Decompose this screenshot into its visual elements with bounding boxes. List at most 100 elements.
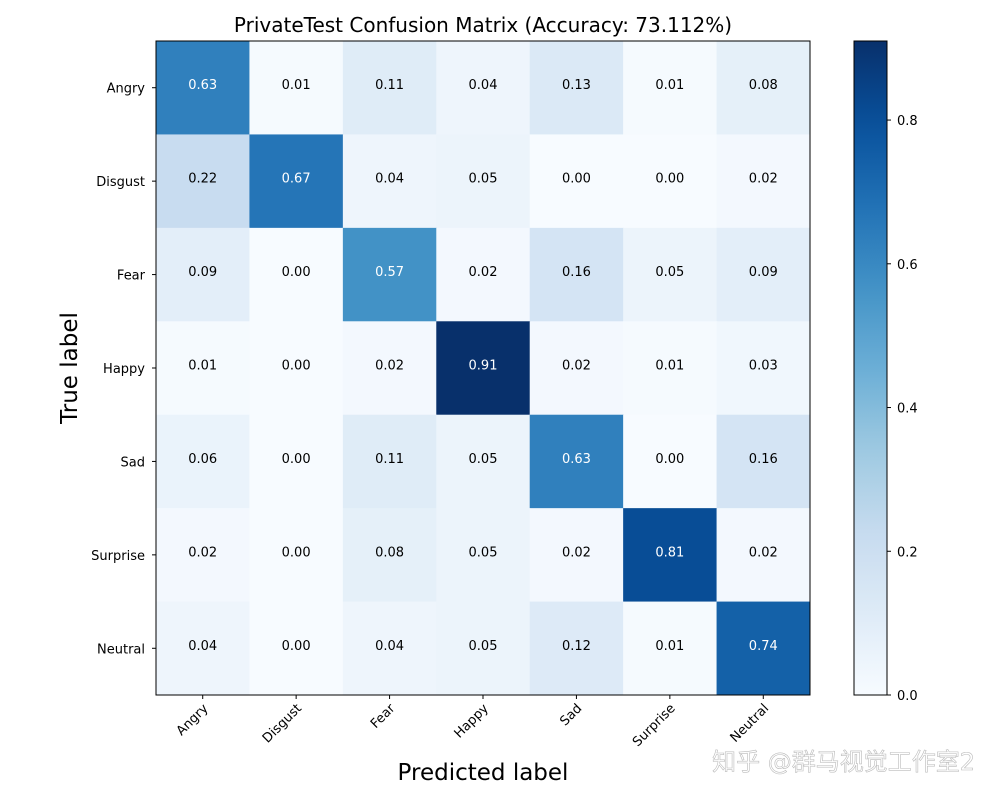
cell-value-label: 0.12 bbox=[562, 639, 591, 654]
heatmap-cell bbox=[156, 508, 250, 603]
colorbar-tick-label: 0.4 bbox=[897, 402, 918, 417]
heatmap-cell bbox=[249, 601, 344, 696]
heatmap-cell bbox=[623, 134, 718, 229]
heatmap-cell bbox=[436, 508, 531, 603]
heatmap-cell bbox=[716, 601, 811, 696]
heatmap-cell bbox=[436, 601, 531, 696]
heatmap-cell bbox=[529, 414, 624, 509]
heatmap-cell bbox=[249, 508, 344, 603]
cell-value-label: 0.81 bbox=[655, 545, 684, 560]
y-tick-label: Angry bbox=[107, 82, 146, 97]
colorbar bbox=[853, 40, 888, 696]
cell-value-label: 0.16 bbox=[562, 265, 591, 280]
cell-value-label: 0.63 bbox=[188, 78, 217, 93]
heatmap-cell bbox=[716, 321, 811, 416]
heatmap-cell bbox=[623, 601, 718, 696]
cell-value-label: 0.01 bbox=[282, 78, 311, 93]
x-tick-label: Surprise bbox=[630, 701, 679, 750]
cell-value-label: 0.01 bbox=[655, 78, 684, 93]
y-tick-label: Fear bbox=[117, 269, 146, 284]
x-tick-label: Neutral bbox=[728, 701, 773, 746]
heatmap-cell bbox=[623, 227, 718, 322]
y-axis-ticks: Angry Disgust Fear Happy Sad Surprise Neutral bbox=[91, 82, 156, 657]
cell-value-label: 0.04 bbox=[375, 639, 404, 654]
heatmap-cell bbox=[249, 134, 344, 229]
watermark-text: 知乎 @群马视觉工作室2 bbox=[712, 748, 975, 776]
heatmap-cell bbox=[436, 227, 531, 322]
cell-value-label: 0.57 bbox=[375, 265, 404, 280]
heatmap-cells bbox=[156, 41, 811, 696]
cell-value-label: 0.67 bbox=[282, 172, 311, 187]
cell-value-label: 0.00 bbox=[655, 172, 684, 187]
x-tick-label: Fear bbox=[368, 701, 399, 732]
cell-value-label: 0.02 bbox=[749, 172, 778, 187]
heatmap-cell bbox=[623, 321, 718, 416]
cell-value-label: 0.00 bbox=[282, 639, 311, 654]
y-tick-label: Surprise bbox=[91, 549, 145, 564]
cell-value-label: 0.09 bbox=[749, 265, 778, 280]
heatmap-cell bbox=[342, 134, 437, 229]
heatmap-cell bbox=[156, 227, 250, 322]
cell-value-label: 0.01 bbox=[188, 359, 217, 374]
cell-value-label: 0.05 bbox=[469, 452, 498, 467]
heatmap-cell bbox=[529, 134, 624, 229]
cell-value-label: 0.02 bbox=[469, 265, 498, 280]
cell-value-label: 0.00 bbox=[282, 359, 311, 374]
cell-value-label: 0.05 bbox=[469, 545, 498, 560]
heatmap-cell bbox=[716, 134, 811, 229]
heatmap-cell bbox=[436, 321, 531, 416]
cell-value-label: 0.05 bbox=[469, 172, 498, 187]
heatmap-cell bbox=[156, 134, 250, 229]
heatmap-cell bbox=[716, 414, 811, 509]
x-tick-label: Angry bbox=[174, 701, 212, 739]
cell-value-label: 0.04 bbox=[469, 78, 498, 93]
colorbar-tick-label: 0.2 bbox=[897, 545, 918, 560]
cell-value-label: 0.05 bbox=[655, 265, 684, 280]
heatmap-cell bbox=[529, 227, 624, 322]
x-axis-ticks: Angry Disgust Fear Happy Sad Surprise Neutral bbox=[174, 695, 772, 750]
heatmap-cell bbox=[249, 227, 344, 322]
cell-value-label: 0.08 bbox=[375, 545, 404, 560]
cell-value-label: 0.08 bbox=[749, 78, 778, 93]
heatmap-cell bbox=[342, 508, 437, 603]
heatmap-cell bbox=[529, 321, 624, 416]
heatmap-cell bbox=[156, 414, 250, 509]
heatmap-cell-labels: 0.63 0.01 0.11 0.04 0.13 0.01 0.08 0.22 0.67 0.04… bbox=[188, 78, 778, 654]
heatmap-cell bbox=[156, 321, 250, 416]
cell-value-label: 0.05 bbox=[469, 639, 498, 654]
heatmap-cell bbox=[436, 414, 531, 509]
cell-value-label: 0.04 bbox=[188, 639, 217, 654]
y-axis-label: True label bbox=[57, 312, 83, 425]
heatmap-cell bbox=[716, 41, 811, 135]
cell-value-label: 0.74 bbox=[749, 639, 778, 654]
cell-value-label: 0.02 bbox=[749, 545, 778, 560]
chart-title: PrivateTest Confusion Matrix (Accuracy: … bbox=[234, 13, 732, 37]
heatmap-cell bbox=[342, 601, 437, 696]
colorbar-tick-label: 0.8 bbox=[897, 114, 918, 129]
heatmap-cell bbox=[342, 41, 437, 135]
cell-value-label: 0.00 bbox=[562, 172, 591, 187]
cell-value-label: 0.02 bbox=[375, 359, 404, 374]
cell-value-label: 0.01 bbox=[655, 639, 684, 654]
cell-value-label: 0.02 bbox=[188, 545, 217, 560]
cell-value-label: 0.06 bbox=[188, 452, 217, 467]
cell-value-label: 0.91 bbox=[469, 359, 498, 374]
cell-value-label: 0.63 bbox=[562, 452, 591, 467]
colorbar-ticks: 0.0 0.2 0.4 0.6 0.8 bbox=[887, 114, 918, 704]
cell-value-label: 0.13 bbox=[562, 78, 591, 93]
heatmap-cell bbox=[342, 414, 437, 509]
x-axis-label: Predicted label bbox=[398, 760, 569, 786]
x-tick-label: Sad bbox=[557, 701, 585, 729]
heatmap-cell bbox=[529, 508, 624, 603]
cell-value-label: 0.00 bbox=[655, 452, 684, 467]
cell-value-label: 0.03 bbox=[749, 359, 778, 374]
y-tick-label: Neutral bbox=[97, 642, 145, 657]
heatmap-cell bbox=[623, 41, 718, 135]
heatmap-cell bbox=[716, 508, 811, 603]
cell-value-label: 0.11 bbox=[375, 452, 404, 467]
heatmap-cell bbox=[342, 321, 437, 416]
heatmap-cell bbox=[249, 41, 344, 135]
colorbar-tick-label: 0.0 bbox=[897, 689, 918, 704]
heatmap-cell bbox=[623, 508, 718, 603]
